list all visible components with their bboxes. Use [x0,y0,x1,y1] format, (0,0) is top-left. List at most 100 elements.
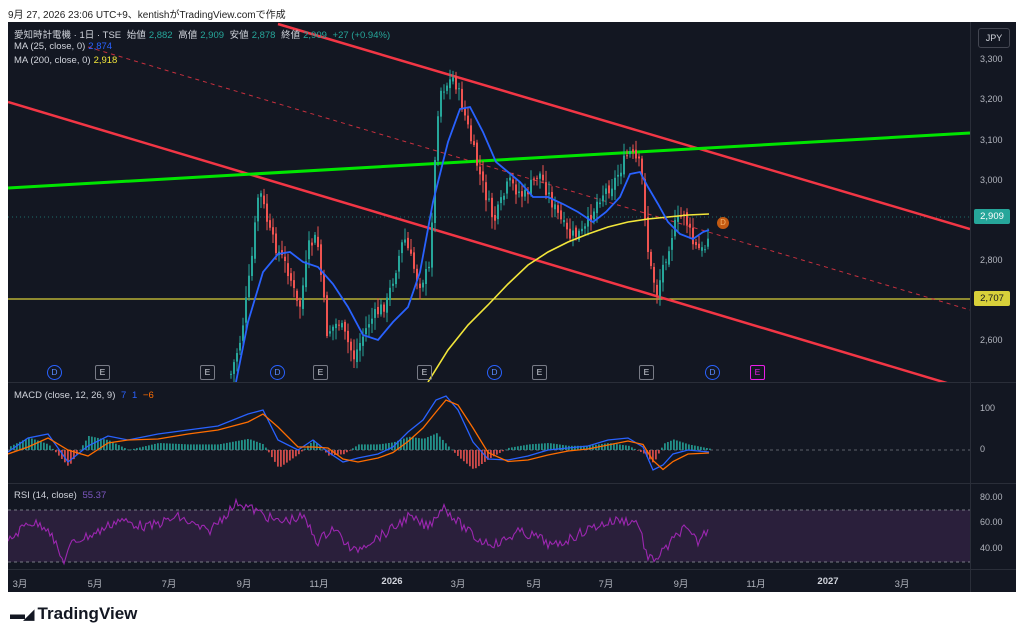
candle-body [275,233,277,254]
macd-histogram-bar [682,442,684,450]
close-label: 終値 [281,30,301,41]
macd-histogram-bar [688,444,690,450]
macd-histogram-bar [277,450,279,467]
macd-histogram-bar [562,444,564,450]
time-tick: 5月 [87,579,103,590]
dividend-event-marker[interactable]: D [705,365,720,380]
ma25-legend[interactable]: MA (25, close, 0) 2,874 [14,41,115,52]
earnings-event-marker[interactable]: E [532,365,547,380]
earnings-event-marker[interactable]: E [200,365,215,380]
macd-histogram-bar [580,445,582,450]
rsi-legend[interactable]: RSI (14, close) 55.37 [14,490,109,501]
candle-body [572,230,574,236]
candle-body [248,275,250,298]
candle-body [293,280,295,289]
macd-histogram-bar [439,436,441,450]
candle-body [446,85,448,91]
macd-histogram-bar [268,450,270,453]
macd-histogram-bar [583,445,585,450]
candle-body [335,323,337,329]
candle-body [545,182,547,195]
ma200-legend[interactable]: MA (200, close, 0) 2,918 [14,55,120,66]
macd-histogram-bar [217,444,219,450]
macd-histogram-bar [139,447,141,450]
macd-histogram-bar [520,445,522,450]
macd-histogram-bar [709,448,711,450]
chart-area[interactable]: 愛知時計電機 · 1日 · TSE 始値 2,882 高値 2,909 安値 2,87… [8,22,1016,592]
macd-histogram-bar [136,448,138,450]
open-value: 2,882 [148,30,173,41]
upcoming-earnings-marker[interactable]: E [750,365,765,380]
earnings-event-marker[interactable]: E [313,365,328,380]
candle-body [287,263,289,277]
dividend-event-marker[interactable]: D [487,365,502,380]
candle-body [455,76,457,90]
candle-body [458,88,460,90]
macd-histogram-bar [625,445,627,450]
channel-midline[interactable] [87,46,970,311]
channel-lower-line[interactable] [8,100,970,390]
candle-body [560,210,562,220]
macd-histogram-bar [121,446,123,450]
change-value: +27 (+0.94%) [332,30,391,41]
ma200-value: 2,918 [93,55,118,66]
macd-value-3: −6 [142,390,154,401]
candle-body [665,261,667,263]
macd-histogram-bar [505,449,507,451]
macd-histogram-bar [463,450,465,462]
dividend-event-marker[interactable]: D [270,365,285,380]
candle-body [659,280,661,297]
candle-body [389,287,391,301]
price-pane [8,22,970,390]
macd-histogram-bar [415,437,417,450]
candle-body [701,247,703,251]
candle-body [686,212,688,225]
macd-histogram-bar [322,449,324,451]
level-price-tag: 2,707 [974,291,1010,306]
macd-histogram-bar [88,436,90,450]
candle-body [593,211,595,220]
macd-histogram-bar [343,450,345,455]
symbol-legend[interactable]: 愛知時計電機 · 1日 · TSE 始値 2,882 高値 2,909 安値 2,87… [14,27,393,41]
macd-histogram-bar [265,447,267,450]
candle-body [707,238,709,247]
candle-body [338,324,340,326]
channel-upper-line[interactable] [277,22,970,231]
candle-body [527,190,529,195]
green-trendline[interactable] [8,131,970,190]
earnings-event-marker[interactable]: E [639,365,654,380]
macd-histogram-bar [109,440,111,450]
macd-line [8,395,710,471]
candle-body [638,156,640,159]
macd-histogram-bar [346,450,348,453]
macd-histogram-bar [169,443,171,450]
macd-histogram-bar [493,450,495,457]
earnings-event-marker[interactable]: E [417,365,432,380]
candle-body [485,182,487,201]
candle-body [584,226,586,229]
candle-body [626,155,628,157]
macd-histogram-bar [694,445,696,450]
macd-histogram-bar [409,436,411,450]
macd-histogram-bar [418,438,420,450]
macd-histogram-bar [445,443,447,450]
macd-histogram-bar [451,449,453,451]
dividend-event-marker[interactable]: D [47,365,62,380]
dividend-flag-marker[interactable]: D [717,217,729,229]
symbol-name: 愛知時計電機 · 1日 · TSE [14,30,122,41]
candle-body [614,177,616,190]
high-label: 高値 [178,30,198,41]
candle-body [233,362,235,374]
candle-body [392,283,394,286]
ma200-label: MA (200, close, 0) [14,55,91,66]
macd-legend[interactable]: MACD (close, 12, 26, 9) 7 1 −6 [14,390,157,401]
macd-histogram-bar [127,449,129,451]
tradingview-logo[interactable]: ▬◢ TradingView [10,604,137,624]
earnings-event-marker[interactable]: E [95,365,110,380]
macd-histogram-bar [40,441,42,450]
macd-histogram-bar [274,450,276,462]
candle-body [461,88,463,110]
chart-canvas[interactable] [8,22,1016,592]
currency-button[interactable]: JPY [978,28,1010,48]
macd-histogram-bar [184,444,186,450]
